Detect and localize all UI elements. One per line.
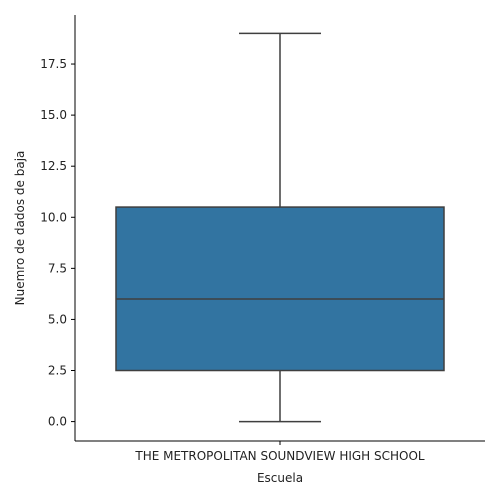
y-tick-label: 12.5 — [40, 159, 67, 173]
y-tick-label: 15.0 — [40, 108, 67, 122]
x-tick-label: THE METROPOLITAN SOUNDVIEW HIGH SCHOOL — [134, 449, 425, 463]
y-tick-label: 5.0 — [48, 312, 67, 326]
y-tick-label: 10.0 — [40, 210, 67, 224]
box-group — [115, 32, 445, 423]
iqr-box — [115, 206, 445, 372]
y-tick-label: 17.5 — [40, 57, 67, 71]
y-tick-label: 0.0 — [48, 415, 67, 429]
x-axis-label: Escuela — [257, 471, 303, 485]
y-axis-ticks: 0.0 2.5 5.0 7.5 10.0 12.5 15.0 17.5 — [40, 57, 75, 429]
x-axis-ticks: THE METROPOLITAN SOUNDVIEW HIGH SCHOOL — [134, 441, 425, 463]
y-axis-label: Nuemro de dados de baja — [13, 151, 27, 306]
y-tick-label: 2.5 — [48, 364, 67, 378]
y-tick-label: 7.5 — [48, 261, 67, 275]
